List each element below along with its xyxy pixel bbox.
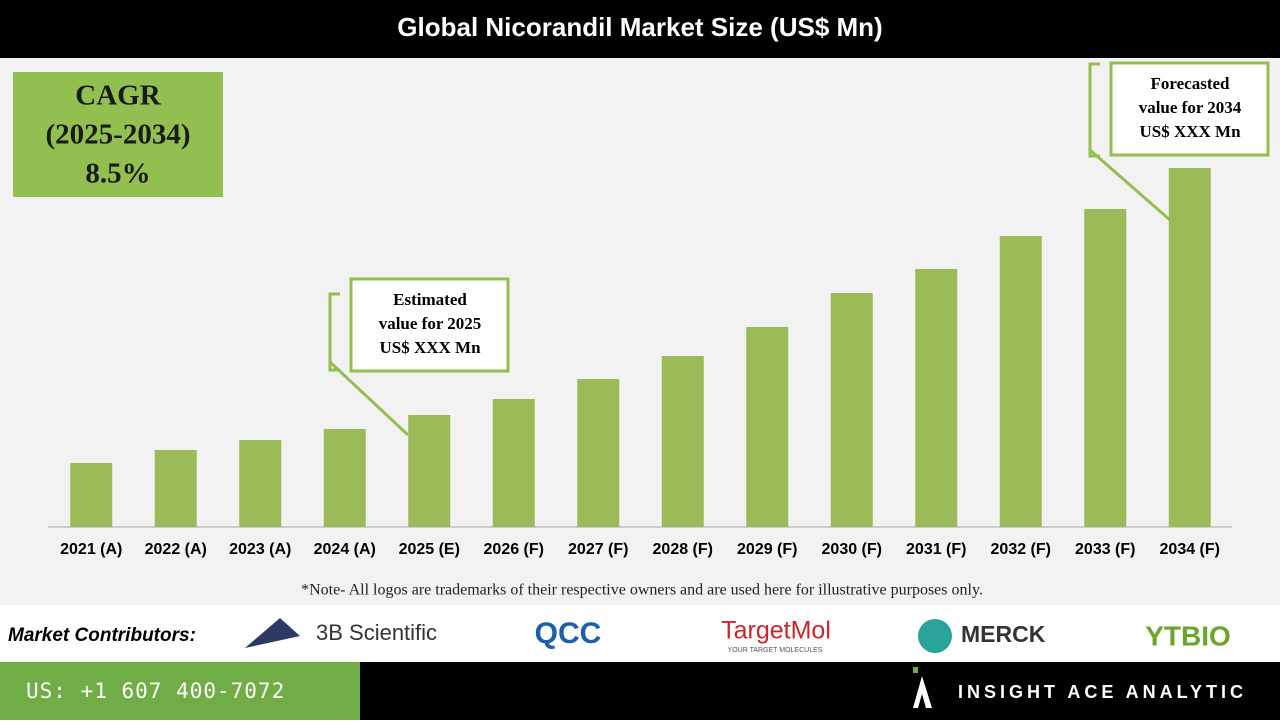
bar (746, 327, 789, 527)
logo-icon (245, 618, 300, 648)
x-tick-label: 2031 (F) (906, 541, 966, 558)
callout-line: value for 2025 (379, 314, 482, 333)
bar (154, 450, 197, 527)
x-tick-label: 2032 (F) (991, 541, 1051, 558)
x-tick-label: 2026 (F) (484, 541, 544, 558)
callout-line: US$ XXX Mn (379, 338, 481, 357)
estimated-leader (328, 292, 410, 437)
bar (661, 356, 704, 527)
logo: QCC (535, 617, 602, 650)
x-tick-label: 2028 (F) (653, 541, 713, 558)
cagr-line: 8.5% (85, 158, 150, 190)
x-tick-label: 2023 (A) (229, 541, 291, 558)
x-tick-label: 2027 (F) (568, 541, 628, 558)
bar (239, 440, 282, 527)
cagr-line: (2025-2034) (46, 119, 191, 151)
logo-icon (918, 619, 952, 653)
chart-title: Global Nicorandil Market Size (US$ Mn) (397, 12, 882, 42)
contributors-strip (0, 605, 1280, 662)
callout-line: value for 2034 (1139, 98, 1242, 117)
brand-panel (360, 662, 1280, 720)
note: *Note- All logos are trademarks of their… (301, 582, 983, 599)
logo: 3B Scientific (316, 620, 437, 645)
forecast-leader (1088, 62, 1171, 222)
x-tick-label: 2029 (F) (737, 541, 797, 558)
contributors-label: Market Contributors: (8, 625, 196, 646)
bar (1168, 168, 1211, 527)
header-bar (0, 0, 1280, 58)
brand: INSIGHT ACE ANALYTIC (958, 682, 1247, 702)
logo: YTBIO (1145, 620, 1231, 651)
bar (70, 463, 113, 527)
x-tick-label: 2024 (A) (314, 541, 376, 558)
x-tick-label: 2021 (A) (60, 541, 122, 558)
bar (323, 429, 366, 527)
x-tick-label: 2025 (E) (399, 541, 460, 558)
callout-line: Forecasted (1151, 74, 1231, 93)
x-tick-label: 2030 (F) (822, 541, 882, 558)
estimated-callout (349, 277, 510, 373)
x-tick-label: 2033 (F) (1075, 541, 1135, 558)
forecast-callout (1109, 61, 1270, 157)
logo: MERCK (961, 621, 1046, 647)
cagr-box (13, 72, 223, 197)
x-tick-label: 2034 (F) (1160, 541, 1220, 558)
bar (492, 399, 535, 527)
bar (999, 236, 1042, 527)
brand-icon (913, 676, 932, 708)
x-tick-label: 2022 (A) (145, 541, 207, 558)
logo: TargetMol (721, 617, 831, 645)
brand-icon (913, 667, 918, 673)
callout-line: Estimated (393, 290, 467, 309)
phone: US: +1 607 400-7072 (26, 679, 285, 703)
phone-panel (0, 662, 360, 720)
bar (915, 269, 958, 527)
logo-tagline: YOUR TARGET MOLECULES (728, 647, 823, 654)
bar (830, 293, 873, 527)
bar (577, 379, 620, 527)
bar (408, 415, 451, 527)
bar (1084, 209, 1127, 527)
callout-line: US$ XXX Mn (1139, 122, 1241, 141)
cagr-line: CAGR (75, 80, 161, 112)
